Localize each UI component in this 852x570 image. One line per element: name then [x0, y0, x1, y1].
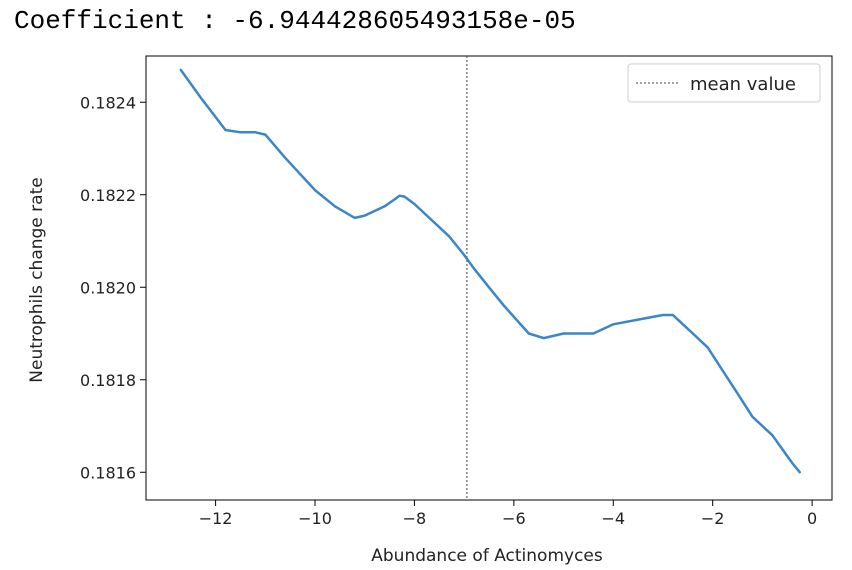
legend-entry-mean-value: mean value: [690, 74, 796, 95]
x-tick-label: −10: [298, 509, 332, 528]
legend: mean value: [627, 63, 821, 103]
y-axis: 0.1816 0.1818 0.1820 0.1822 0.1824: [80, 93, 146, 482]
x-tick-label: −6: [502, 509, 526, 528]
x-axis: −12 −10 −8 −6 −4 −2 0: [199, 500, 817, 528]
x-tick-label: −8: [403, 509, 427, 528]
y-tick-label: 0.1818: [80, 371, 136, 390]
y-tick-label: 0.1822: [80, 186, 136, 205]
y-tick-label: 0.1824: [80, 93, 136, 112]
coefficient-header: Coefficient : -6.944428605493158e-05: [14, 6, 576, 36]
x-tick-label: −4: [601, 509, 625, 528]
x-tick-label: −2: [701, 509, 725, 528]
series-group: [179, 68, 801, 474]
x-tick-label: 0: [807, 509, 817, 528]
plot-area-frame: [145, 55, 833, 501]
legend-box: [627, 63, 821, 103]
y-axis-label: Neutrophils change rate: [27, 177, 47, 382]
y-tick-label: 0.1816: [80, 463, 136, 482]
x-tick-label: −12: [199, 509, 233, 528]
y-tick-label: 0.1820: [80, 278, 136, 297]
series-line: [179, 68, 801, 474]
x-axis-label: Abundance of Actinomyces: [371, 546, 603, 566]
